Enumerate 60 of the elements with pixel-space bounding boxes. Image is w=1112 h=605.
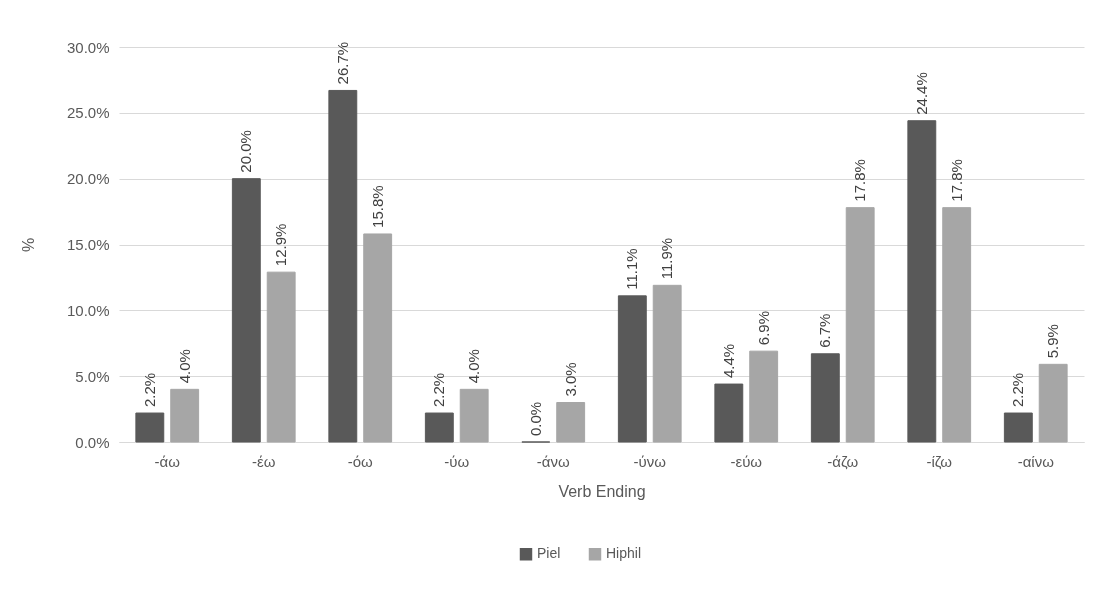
x-tick-label: -άζω <box>827 452 859 470</box>
x-tick-label: -έω <box>252 452 276 470</box>
y-tick-label: 15.0% <box>66 236 110 253</box>
legend-label: Hiphil <box>606 545 642 562</box>
bar <box>459 388 489 443</box>
x-tick-label: -άω <box>154 452 181 470</box>
y-axis-title: % <box>19 237 37 253</box>
data-label: 11.9% <box>658 237 676 280</box>
bar <box>714 383 744 443</box>
bar <box>942 207 972 443</box>
data-label: 24.4% <box>912 72 930 115</box>
data-label: 2.2% <box>430 372 448 408</box>
bar <box>135 412 165 443</box>
x-axis-title: Verb Ending <box>558 482 646 500</box>
bar <box>328 89 358 443</box>
x-tick-label: -ύω <box>444 452 470 470</box>
bar <box>652 284 682 443</box>
y-tick-label: 20.0% <box>66 170 110 188</box>
y-tick-label: 10.0% <box>66 301 110 319</box>
x-tick-label: -ίζω <box>926 452 953 470</box>
bar <box>749 350 779 443</box>
bar <box>845 207 875 443</box>
bar <box>170 388 200 443</box>
data-label: 4.0% <box>465 349 483 384</box>
y-tick-label: 0.0% <box>75 433 110 451</box>
bar <box>1003 412 1033 443</box>
bar <box>1038 363 1068 443</box>
y-tick-label: 25.0% <box>66 104 110 122</box>
data-label: 15.8% <box>368 185 386 228</box>
bar <box>424 412 454 443</box>
data-label: 12.9% <box>272 223 290 267</box>
bar <box>266 271 296 443</box>
legend-label: Piel <box>537 545 561 562</box>
data-label: 4.0% <box>175 349 193 384</box>
data-label: 2.2% <box>140 372 158 408</box>
x-tick-label: -ύνω <box>633 452 667 470</box>
x-tick-label: -εύω <box>730 452 763 470</box>
bar <box>231 178 261 443</box>
data-label: 20.0% <box>237 130 255 173</box>
data-label: 26.7% <box>333 41 351 85</box>
data-label: 3.0% <box>561 362 579 397</box>
data-label: 11.1% <box>623 248 641 290</box>
x-tick-label: -άνω <box>536 452 570 470</box>
x-tick-label: -αίνω <box>1017 452 1055 470</box>
y-tick-label: 5.0% <box>75 367 110 385</box>
data-label: 2.2% <box>1009 372 1027 408</box>
data-label: 6.7% <box>816 313 834 348</box>
bar <box>810 353 840 443</box>
y-tick-label: 30.0% <box>66 38 110 56</box>
x-tick-label: -όω <box>347 452 374 470</box>
data-label: 6.9% <box>754 310 772 346</box>
data-label: 5.9% <box>1044 324 1062 359</box>
data-label: 17.8% <box>947 159 965 202</box>
bar <box>363 233 393 443</box>
data-label: 4.4% <box>719 343 737 379</box>
bar <box>556 402 586 443</box>
bar <box>617 295 647 443</box>
data-label: 0.0% <box>526 401 544 436</box>
data-label: 17.8% <box>851 159 869 202</box>
bar <box>907 120 937 443</box>
